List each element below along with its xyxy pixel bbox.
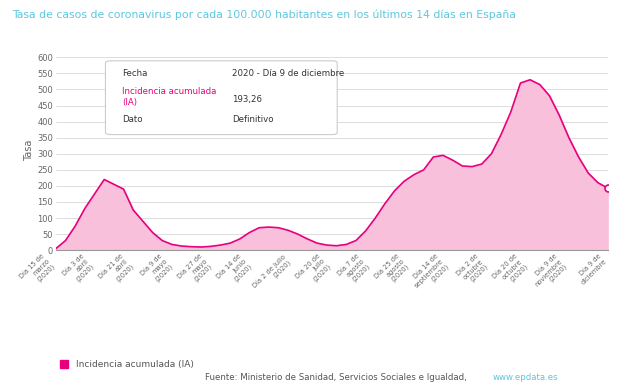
Legend: Incidencia acumulada (IA): Incidencia acumulada (IA)	[60, 361, 193, 369]
Text: Fuente: Ministerio de Sanidad, Servicios Sociales e Igualdad,: Fuente: Ministerio de Sanidad, Servicios…	[205, 373, 469, 382]
Text: 2020 - Día 9 de diciembre: 2020 - Día 9 de diciembre	[232, 69, 345, 78]
Text: Fecha: Fecha	[122, 69, 148, 78]
Y-axis label: Tasa: Tasa	[24, 140, 34, 161]
Text: www.epdata.es: www.epdata.es	[493, 373, 559, 382]
Text: Tasa de casos de coronavirus por cada 100.000 habitantes en los últimos 14 días : Tasa de casos de coronavirus por cada 10…	[12, 10, 516, 20]
Text: 193,26: 193,26	[232, 95, 262, 104]
Text: Incidencia acumulada
(IA): Incidencia acumulada (IA)	[122, 87, 216, 107]
Text: Dato: Dato	[122, 115, 143, 124]
FancyBboxPatch shape	[105, 61, 337, 135]
Text: Definitivo: Definitivo	[232, 115, 274, 124]
